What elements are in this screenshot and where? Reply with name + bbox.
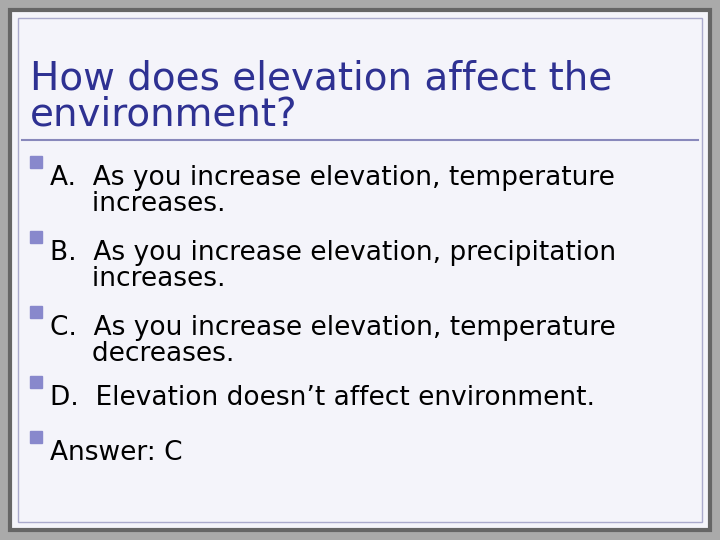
Text: B.  As you increase elevation, precipitation: B. As you increase elevation, precipitat… <box>50 240 616 266</box>
Bar <box>30 376 42 388</box>
Text: C.  As you increase elevation, temperature: C. As you increase elevation, temperatur… <box>50 315 616 341</box>
Text: How does elevation affect the: How does elevation affect the <box>30 60 612 98</box>
Text: increases.: increases. <box>50 191 225 217</box>
Text: Answer: C: Answer: C <box>50 440 182 466</box>
Text: A.  As you increase elevation, temperature: A. As you increase elevation, temperatur… <box>50 165 615 191</box>
Bar <box>30 431 42 443</box>
Text: D.  Elevation doesn’t affect environment.: D. Elevation doesn’t affect environment. <box>50 385 595 411</box>
Bar <box>30 306 42 318</box>
Text: decreases.: decreases. <box>50 341 235 367</box>
Text: increases.: increases. <box>50 266 225 292</box>
Text: environment?: environment? <box>30 95 297 133</box>
Bar <box>30 231 42 243</box>
Bar <box>30 156 42 168</box>
